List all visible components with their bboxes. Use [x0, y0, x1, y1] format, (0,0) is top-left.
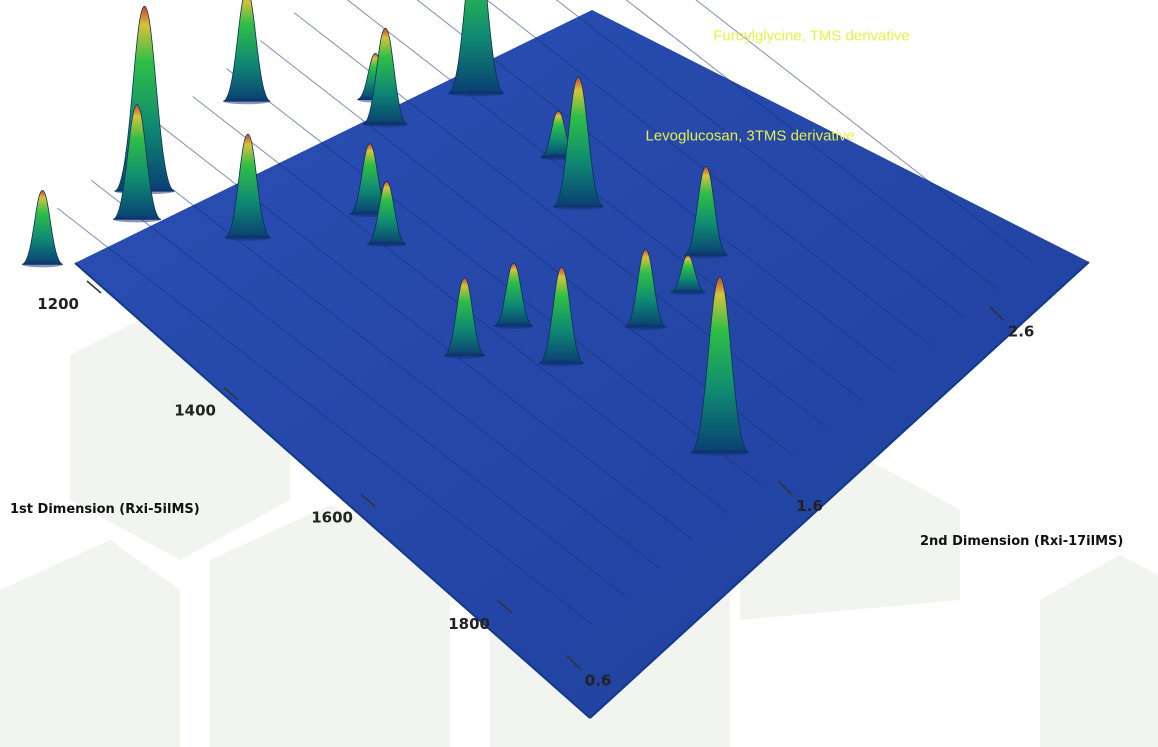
peak-shadow — [448, 90, 505, 97]
peak — [552, 76, 604, 208]
x-tick-label: 1600 — [311, 508, 353, 526]
y-tick — [989, 306, 1005, 322]
plane-edge-front — [74, 262, 591, 719]
surface-streak — [90, 179, 626, 597]
peak — [366, 180, 407, 245]
y-axis-title: 2nd Dimension (Rxi-17ilMS) — [920, 534, 1123, 549]
peak-shadow — [670, 289, 706, 296]
peak-shadow — [684, 252, 728, 259]
x-tick-label: 1200 — [37, 295, 79, 313]
peak-annotation: Furoylglycine, TMS derivative — [713, 27, 909, 44]
surface-streak — [416, 0, 897, 374]
peak — [624, 248, 667, 328]
x-axis-title: 1st Dimension (Rxi-5ilMS) — [10, 502, 200, 517]
peak — [494, 262, 534, 327]
peak — [362, 27, 408, 125]
y-tick — [777, 480, 793, 496]
x-tick-label: 1800 — [448, 615, 490, 633]
y-tick — [566, 655, 582, 671]
peak — [224, 133, 272, 239]
peak-shadow — [22, 261, 63, 268]
x-tick-label: 1400 — [174, 402, 216, 420]
x-tick — [497, 600, 513, 614]
peak-shadow — [363, 121, 408, 128]
peak-shadow — [553, 203, 604, 210]
peak-shadow — [690, 449, 749, 456]
x-axis: 1200 1400 1600 1800 — [37, 280, 513, 633]
peak-shadow — [224, 234, 271, 241]
surface-streak — [486, 0, 931, 346]
peak — [539, 266, 585, 364]
surface-streak — [124, 151, 660, 569]
peak-shadow — [367, 241, 407, 248]
peak — [447, 0, 505, 94]
peak — [223, 0, 271, 102]
peaks-layer — [21, 0, 750, 456]
peak-shadow — [624, 323, 667, 330]
peak-shadow — [443, 352, 486, 359]
peak — [670, 254, 706, 293]
surface-streak — [695, 0, 1032, 262]
peak — [443, 277, 486, 356]
y-tick-label: 0.6 — [585, 672, 612, 690]
surface-streak — [555, 0, 965, 318]
peak-shadow — [113, 216, 161, 223]
x-tick — [86, 280, 102, 294]
plane-edge-right — [589, 261, 1090, 719]
x-tick — [360, 493, 376, 507]
surface-streak — [57, 207, 592, 625]
annotations-layer: 1,2-Dithiane-4,5-diol, (Z)-, 2TMS deriva… — [646, 27, 910, 144]
peak — [690, 276, 750, 453]
peak-annotation: Levoglucosan, 3TMS derivative — [646, 127, 855, 144]
surface-streak — [226, 68, 762, 485]
peak — [112, 104, 162, 220]
x-tick — [223, 387, 239, 401]
y-tick-label: 2.6 — [1008, 323, 1035, 341]
peak — [21, 189, 64, 265]
peak-shadow — [494, 323, 534, 330]
peak — [684, 166, 728, 256]
y-axis: 0.6 1.6 2.6 — [566, 306, 1035, 690]
surface-streak — [625, 0, 999, 290]
peak-shadow — [539, 360, 584, 367]
peak-shadow — [223, 98, 271, 105]
y-tick-label: 1.6 — [796, 497, 823, 515]
